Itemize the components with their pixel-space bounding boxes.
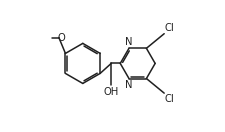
Text: N: N [125,80,132,90]
Text: Cl: Cl [165,23,175,33]
Text: O: O [57,33,65,43]
Text: OH: OH [104,87,119,97]
Text: N: N [125,37,132,47]
Text: Cl: Cl [165,94,175,104]
